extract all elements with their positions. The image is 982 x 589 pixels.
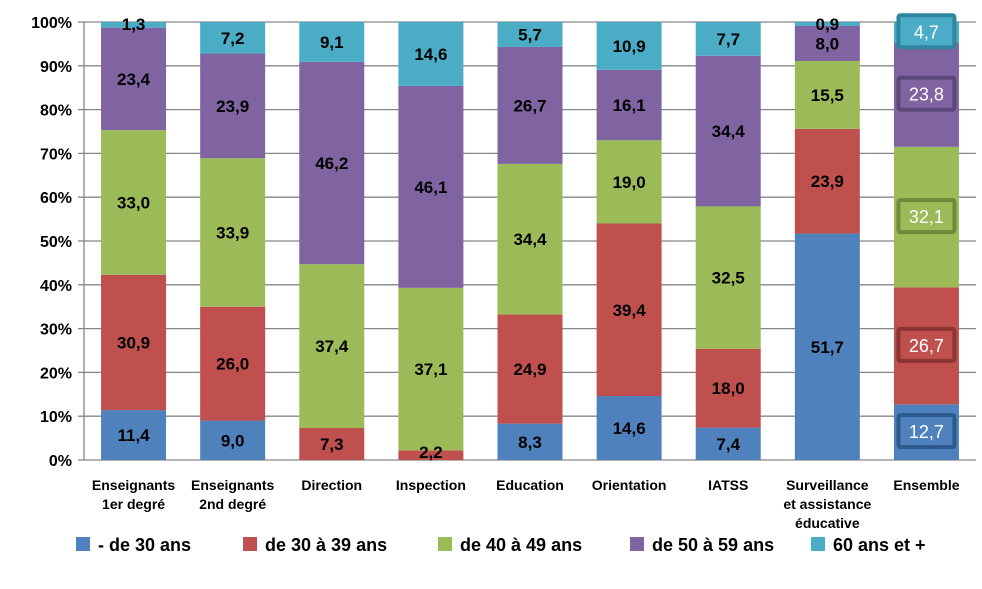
y-tick-label: 80% bbox=[40, 103, 72, 120]
data-label: 11,4 bbox=[117, 426, 150, 445]
data-label: 46,2 bbox=[315, 154, 348, 173]
data-label: 14,6 bbox=[613, 419, 646, 438]
data-label: 33,0 bbox=[117, 193, 150, 212]
data-label: 51,7 bbox=[811, 338, 844, 357]
data-label: 32,5 bbox=[712, 269, 745, 288]
data-label: 34,4 bbox=[513, 230, 547, 249]
data-label: 46,1 bbox=[414, 178, 447, 197]
data-label: 7,4 bbox=[716, 435, 740, 454]
data-label: 24,9 bbox=[513, 360, 546, 379]
y-tick-label: 70% bbox=[40, 146, 72, 163]
legend-label: - de 30 ans bbox=[98, 535, 191, 555]
data-label: 23,9 bbox=[216, 97, 249, 116]
legend-swatch bbox=[76, 537, 90, 551]
data-label: 0,9 bbox=[816, 15, 840, 34]
data-label: 4,7 bbox=[914, 22, 939, 42]
y-tick-label: 40% bbox=[40, 278, 72, 295]
y-tick-label: 50% bbox=[40, 234, 72, 251]
x-category-label: Enseignants bbox=[191, 477, 274, 493]
x-category-label: Inspection bbox=[396, 477, 466, 493]
data-label: 7,2 bbox=[221, 29, 245, 48]
legend-swatch bbox=[630, 537, 644, 551]
x-category-label: Surveillance bbox=[786, 477, 869, 493]
data-label: 23,4 bbox=[117, 70, 151, 89]
x-category-label: Enseignants bbox=[92, 477, 175, 493]
x-category-label: Education bbox=[496, 477, 564, 493]
x-category-label: éducative bbox=[795, 515, 860, 531]
data-label: 8,0 bbox=[816, 34, 840, 53]
data-label: 18,0 bbox=[712, 379, 745, 398]
data-label: 37,1 bbox=[414, 360, 447, 379]
data-label: 9,0 bbox=[221, 431, 245, 450]
x-category-label: et assistance bbox=[783, 496, 871, 512]
y-tick-label: 10% bbox=[40, 409, 72, 426]
data-label: 9,1 bbox=[320, 33, 344, 52]
y-tick-label: 100% bbox=[31, 15, 72, 32]
data-label: 1,3 bbox=[122, 15, 146, 34]
data-label: 14,6 bbox=[414, 45, 447, 64]
data-label: 2,2 bbox=[419, 443, 443, 462]
legend-label: 60 ans et + bbox=[833, 535, 926, 555]
data-label: 37,4 bbox=[315, 337, 349, 356]
data-label: 12,7 bbox=[909, 422, 944, 442]
x-category-label: Direction bbox=[301, 477, 362, 493]
y-tick-label: 20% bbox=[40, 365, 72, 382]
data-label: 15,5 bbox=[811, 86, 844, 105]
data-label: 23,9 bbox=[811, 172, 844, 191]
x-category-label: Ensemble bbox=[893, 477, 959, 493]
data-label: 10,9 bbox=[613, 37, 646, 56]
legend-label: de 40 à 49 ans bbox=[460, 535, 582, 555]
legend-swatch bbox=[438, 537, 452, 551]
data-label: 33,9 bbox=[216, 223, 249, 242]
data-label: 32,1 bbox=[909, 207, 944, 227]
x-category-label: 2nd degré bbox=[199, 496, 266, 512]
data-label: 5,7 bbox=[518, 25, 542, 44]
y-tick-label: 60% bbox=[40, 190, 72, 207]
data-label: 16,1 bbox=[613, 96, 646, 115]
legend-label: de 30 à 39 ans bbox=[265, 535, 387, 555]
data-label: 19,0 bbox=[613, 173, 646, 192]
data-label: 26,0 bbox=[216, 355, 249, 374]
data-label: 30,9 bbox=[117, 333, 150, 352]
y-tick-label: 90% bbox=[40, 59, 72, 76]
data-label: 26,7 bbox=[513, 96, 546, 115]
data-label: 7,7 bbox=[716, 30, 740, 49]
x-category-label: 1er degré bbox=[102, 496, 165, 512]
x-category-label: Orientation bbox=[592, 477, 667, 493]
legend-swatch bbox=[243, 537, 257, 551]
data-label: 8,3 bbox=[518, 433, 542, 452]
data-label: 7,3 bbox=[320, 435, 344, 454]
y-tick-label: 0% bbox=[49, 453, 72, 470]
data-label: 23,8 bbox=[909, 85, 944, 105]
x-category-label: IATSS bbox=[708, 477, 748, 493]
data-label: 34,4 bbox=[712, 122, 746, 141]
data-label: 26,7 bbox=[909, 336, 944, 356]
legend-swatch bbox=[811, 537, 825, 551]
data-label: 39,4 bbox=[613, 301, 647, 320]
y-tick-label: 30% bbox=[40, 322, 72, 339]
legend-label: de 50 à 59 ans bbox=[652, 535, 774, 555]
